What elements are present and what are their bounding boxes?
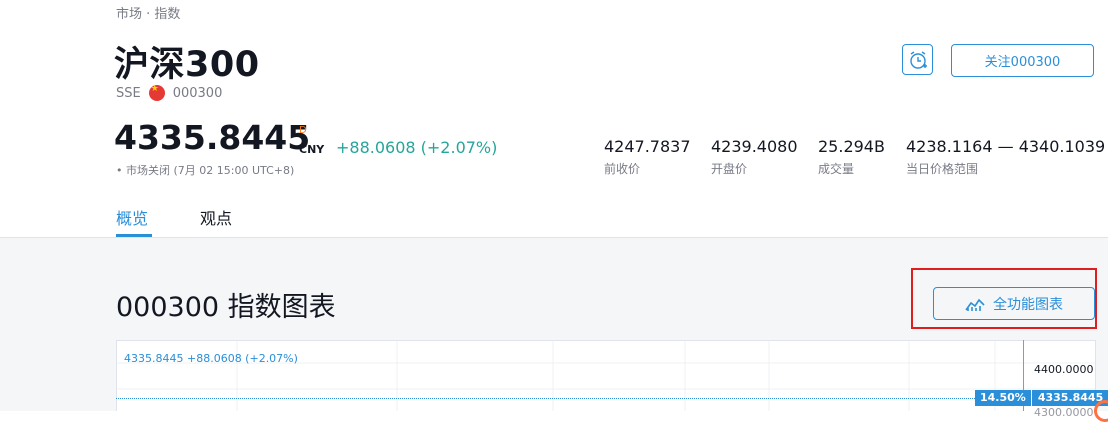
price-axis-label: 4400.0000 <box>1034 363 1094 376</box>
chart-line-icon <box>965 298 985 311</box>
price-change: +88.0608 (+2.07%) <box>336 138 498 157</box>
chart-grid <box>117 341 1095 411</box>
symbol-code: 000300 <box>172 85 223 101</box>
divider <box>0 237 1108 238</box>
full-chart-button[interactable]: 全功能图表 <box>933 287 1095 320</box>
breadcrumb[interactable]: 市场 · 指数 <box>116 7 181 22</box>
currency-label: CNY <box>299 143 325 156</box>
stat-value: 4247.7837 <box>604 137 691 156</box>
tab-overview[interactable]: 概览 <box>116 209 149 228</box>
stat-label: 当日价格范围 <box>906 162 979 176</box>
delay-indicator[interactable]: D <box>299 125 307 136</box>
exchange-label: SSE <box>116 85 141 101</box>
stat-prev-close: 4247.7837 前收价 <box>604 137 691 177</box>
exchange-info: SSE 000300 <box>116 84 223 101</box>
price-axis-label-low: 4300.0000 <box>1034 406 1094 419</box>
alarm-button[interactable] <box>902 44 933 75</box>
chart-legend: 4335.8445 +88.0608 (+2.07%) <box>124 352 298 365</box>
last-price-tag: 14.50% 4335.8445 <box>975 390 1108 406</box>
full-chart-label: 全功能图表 <box>993 296 1063 313</box>
market-status: • 市场关闭 (7月 02 15:00 UTC+8) <box>116 164 295 177</box>
tab-ideas[interactable]: 观点 <box>200 209 233 228</box>
stat-label: 前收价 <box>604 162 641 176</box>
mini-chart[interactable] <box>116 340 1096 411</box>
stat-value: 4239.4080 <box>711 137 798 156</box>
stat-label: 成交量 <box>818 162 855 176</box>
stat-label: 开盘价 <box>711 162 748 176</box>
stat-value: 25.294B <box>818 137 885 156</box>
last-price: 4335.8445 <box>114 118 311 157</box>
china-flag-icon <box>148 84 165 101</box>
chart-crosshair <box>1023 340 1024 411</box>
last-price-line <box>116 398 975 399</box>
tag-percent: 14.50% <box>975 390 1031 406</box>
section-title: 000300 指数图表 <box>116 292 336 323</box>
page-title: 沪深300 <box>114 45 260 85</box>
tag-value: 4335.8445 <box>1031 390 1108 406</box>
alarm-clock-plus-icon <box>909 50 927 69</box>
stat-open: 4239.4080 开盘价 <box>711 137 798 177</box>
highlight-box <box>911 268 1097 329</box>
logo-icon[interactable] <box>1094 400 1108 422</box>
follow-button[interactable]: 关注000300 <box>951 44 1094 77</box>
stat-day-range: 4238.1164 — 4340.1039 当日价格范围 <box>906 137 1105 177</box>
tab-active-indicator <box>116 234 152 237</box>
stat-value: 4238.1164 — 4340.1039 <box>906 137 1106 156</box>
stat-volume: 25.294B 成交量 <box>818 137 885 177</box>
